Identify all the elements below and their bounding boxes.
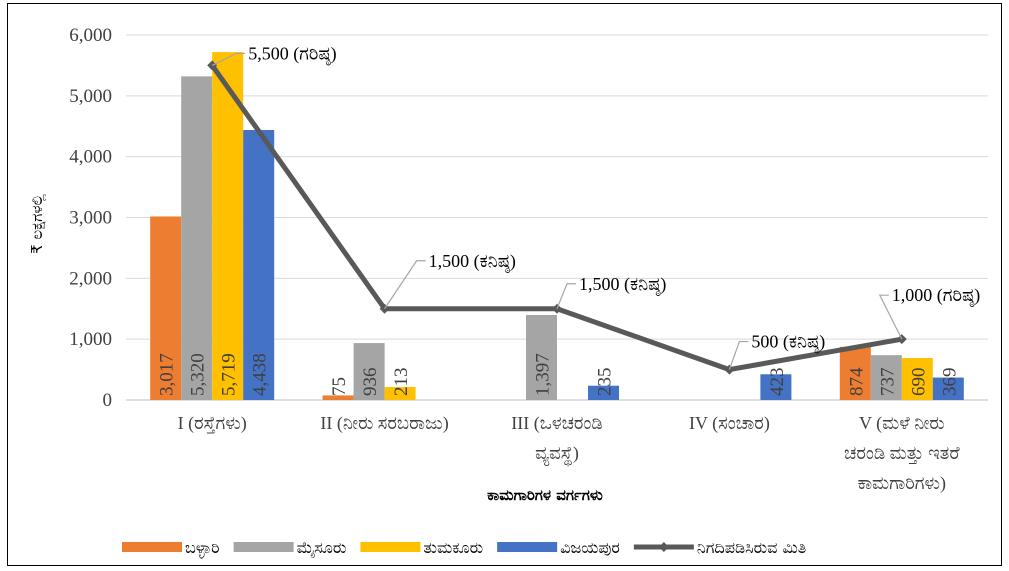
category-label: I (ರಸ್ತೆಗಳು) xyxy=(178,413,247,434)
legend-label: ಬಳ್ಳಾರಿ xyxy=(185,538,220,559)
annotation-leader xyxy=(211,52,246,66)
annotation-leader xyxy=(878,294,903,340)
y-tick-label: 5,000 xyxy=(69,86,112,107)
legend-swatch xyxy=(360,542,421,552)
category-labels: I (ರಸ್ತೆಗಳು) II (ನೀರು ಸರಬರಾಜು) III (ಒಳಚರಂಡ… xyxy=(178,413,960,494)
line-annotation: 5,500 (ಗರಿಷ್ಠ) xyxy=(248,43,336,65)
annotation-leader xyxy=(556,283,576,309)
annotation-leader xyxy=(384,260,426,310)
y-tick-label: 2,000 xyxy=(69,268,112,289)
data-labels: 3,017 5,320 5,719 4,438 75 936 213 1,397 235 423 8… xyxy=(157,353,961,396)
line-annotations: 5,500 (ಗರಿಷ್ಠ) 1,500 (ಕನಿಷ್ಠ) 1,500 (ಕನಿಷ್… xyxy=(211,43,980,370)
legend-label: ವಿಜಯಪುರ xyxy=(560,538,620,557)
category-label: V (ಮಳೆ ನೀರು xyxy=(859,413,945,434)
category-label: ಚರಂಡಿ ಮತ್ತು ಇತರೆ xyxy=(844,443,960,465)
data-label: 737 xyxy=(877,368,898,397)
category-label: III (ಒಳಚರಂಡಿ xyxy=(511,413,602,434)
category-label: IV (ಸಂಚಾರ) xyxy=(689,413,770,434)
data-label: 369 xyxy=(939,368,960,397)
bar xyxy=(181,76,213,400)
y-tick-label: 1,000 xyxy=(69,329,112,350)
bars xyxy=(150,52,964,400)
bar xyxy=(839,346,871,400)
data-label: 1,397 xyxy=(533,353,554,396)
y-tick-label: 3,000 xyxy=(69,208,112,229)
bar xyxy=(322,395,354,400)
category-label: II (ನೀರು ಸರಬರಾಜು) xyxy=(320,413,448,434)
bar xyxy=(932,377,964,400)
bar xyxy=(760,374,792,400)
y-tick-label: 6,000 xyxy=(69,25,112,46)
bar xyxy=(901,358,933,400)
data-label: 5,320 xyxy=(188,353,209,396)
bar xyxy=(588,385,619,400)
data-label: 3,017 xyxy=(157,353,178,396)
legend: ಬಳ್ಳಾರಿ ಮೈಸೂರು ತುಮಕೂರು ವಿಜಯಪುರ ನಿಗದಿಪಡಿಸಿರುವ… xyxy=(122,538,806,559)
legend-label: ತುಮಕೂರು xyxy=(423,538,483,557)
bar xyxy=(870,355,902,400)
data-label: 4,438 xyxy=(250,353,271,396)
data-label: 235 xyxy=(595,368,616,397)
legend-label: ಮೈಸೂರು xyxy=(297,538,347,558)
category-label: ಕಾಮಗಾರಿಗಳು) xyxy=(858,473,946,494)
legend-swatch xyxy=(497,542,558,552)
data-label: 936 xyxy=(360,368,381,397)
bar xyxy=(243,130,275,400)
data-label: 423 xyxy=(767,368,788,397)
bar xyxy=(353,343,385,400)
data-label: 5,719 xyxy=(219,353,240,396)
annotation-leader xyxy=(728,340,749,370)
legend-label: ನಿಗದಿಪಡಿಸಿರುವ ಮಿತಿ xyxy=(697,538,806,557)
legend-swatch xyxy=(233,542,294,552)
y-axis-title: ₹ ಲಕ್ಷಗಳಲ್ಲಿ xyxy=(28,194,46,254)
line-annotation: 1,000 (ಗರಿಷ್ಠ) xyxy=(892,285,980,307)
category-label: ವ್ಯವಸ್ಥೆ) xyxy=(535,443,579,467)
bar xyxy=(526,315,557,400)
legend-line-marker xyxy=(658,542,669,552)
line-annotation: 1,500 (ಕನಿಷ್ಠ) xyxy=(579,274,666,296)
data-label: 213 xyxy=(391,368,412,397)
line-annotation: 500 (ಕನಿಷ್ಠ) xyxy=(751,332,825,354)
data-label: 690 xyxy=(908,368,929,397)
bar xyxy=(212,52,244,400)
bar xyxy=(384,387,416,400)
line-annotation: 1,500 (ಕನಿಷ್ಠ) xyxy=(429,251,516,273)
legend-swatch xyxy=(122,542,182,552)
x-axis-title: ಕಾಮಗಾರಿಗಳ ವರ್ಗಗಳು xyxy=(487,486,603,504)
bar xyxy=(150,216,182,400)
data-label: 75 xyxy=(329,377,350,396)
y-tick-label: 0 xyxy=(103,390,113,411)
y-tick-label: 4,000 xyxy=(69,147,112,168)
data-label: 874 xyxy=(846,367,867,396)
y-tick-labels: 0 1,000 2,000 3,000 4,000 5,000 6,000 xyxy=(69,25,112,411)
